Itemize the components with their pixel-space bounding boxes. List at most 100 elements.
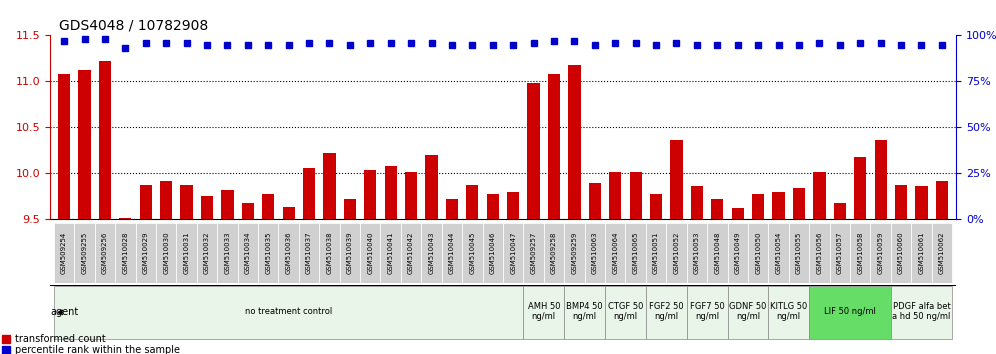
FancyBboxPatch shape	[340, 223, 361, 283]
Bar	[384, 166, 396, 354]
FancyBboxPatch shape	[483, 223, 503, 283]
Text: GSM510028: GSM510028	[123, 232, 128, 274]
Bar	[262, 194, 274, 354]
Bar	[365, 170, 376, 354]
FancyBboxPatch shape	[748, 223, 768, 283]
Bar	[160, 181, 172, 354]
Bar	[283, 207, 295, 354]
Bar	[650, 194, 662, 354]
Text: GSM510065: GSM510065	[632, 232, 638, 274]
FancyBboxPatch shape	[666, 223, 686, 283]
Text: LIF 50 ng/ml: LIF 50 ng/ml	[824, 307, 875, 316]
FancyBboxPatch shape	[890, 286, 952, 339]
Bar	[201, 195, 213, 354]
Text: GSM510050: GSM510050	[755, 232, 761, 274]
Text: GSM510058: GSM510058	[858, 232, 864, 274]
Bar	[814, 172, 826, 354]
Text: GSM510039: GSM510039	[347, 232, 353, 274]
Bar	[711, 199, 723, 354]
Text: GSM509258: GSM509258	[551, 232, 557, 274]
Bar	[793, 188, 805, 354]
FancyBboxPatch shape	[54, 286, 523, 339]
Bar	[569, 65, 581, 354]
Bar	[629, 172, 641, 354]
FancyBboxPatch shape	[871, 223, 890, 283]
Bar	[670, 140, 682, 354]
Bar	[773, 192, 785, 354]
FancyBboxPatch shape	[523, 223, 544, 283]
Text: GDS4048 / 10782908: GDS4048 / 10782908	[59, 19, 208, 33]
Text: GSM510064: GSM510064	[613, 232, 619, 274]
FancyBboxPatch shape	[421, 223, 442, 283]
Text: GSM510045: GSM510045	[469, 232, 475, 274]
FancyBboxPatch shape	[645, 286, 686, 339]
Text: FGF7 50
ng/ml: FGF7 50 ng/ml	[690, 302, 724, 321]
Bar	[344, 199, 356, 354]
FancyBboxPatch shape	[75, 223, 95, 283]
Bar	[99, 61, 111, 354]
Text: GSM510052: GSM510052	[673, 232, 679, 274]
Text: GSM510040: GSM510040	[368, 232, 374, 274]
FancyBboxPatch shape	[686, 286, 727, 339]
Text: GSM510037: GSM510037	[306, 232, 312, 274]
Bar	[548, 74, 560, 354]
Bar	[752, 194, 764, 354]
FancyBboxPatch shape	[217, 223, 238, 283]
FancyBboxPatch shape	[503, 223, 523, 283]
Text: GSM510054: GSM510054	[776, 232, 782, 274]
Text: GSM510030: GSM510030	[163, 232, 169, 274]
Bar	[874, 140, 886, 354]
FancyBboxPatch shape	[768, 223, 789, 283]
Text: GSM510055: GSM510055	[796, 232, 802, 274]
FancyBboxPatch shape	[707, 223, 727, 283]
Text: GSM510057: GSM510057	[837, 232, 843, 274]
Text: GSM510062: GSM510062	[939, 232, 945, 274]
FancyBboxPatch shape	[585, 223, 605, 283]
FancyBboxPatch shape	[564, 223, 585, 283]
Text: AMH 50
ng/ml: AMH 50 ng/ml	[528, 302, 560, 321]
FancyBboxPatch shape	[645, 223, 666, 283]
Bar	[691, 186, 703, 354]
Text: GSM510049: GSM510049	[735, 232, 741, 274]
Bar	[324, 153, 336, 354]
Bar	[58, 74, 70, 354]
Text: GDNF 50
ng/ml: GDNF 50 ng/ml	[729, 302, 767, 321]
Bar	[221, 190, 233, 354]
FancyBboxPatch shape	[890, 223, 911, 283]
FancyBboxPatch shape	[625, 223, 645, 283]
FancyBboxPatch shape	[727, 286, 768, 339]
Bar	[180, 184, 192, 354]
FancyBboxPatch shape	[931, 223, 952, 283]
Text: BMP4 50
ng/ml: BMP4 50 ng/ml	[567, 302, 603, 321]
FancyBboxPatch shape	[401, 223, 421, 283]
Text: GSM510036: GSM510036	[286, 232, 292, 274]
Text: GSM509255: GSM509255	[82, 232, 88, 274]
Bar	[610, 172, 622, 354]
Text: GSM510060: GSM510060	[898, 232, 904, 274]
FancyBboxPatch shape	[850, 223, 871, 283]
FancyBboxPatch shape	[830, 223, 850, 283]
Bar	[895, 184, 907, 354]
Bar	[834, 203, 846, 354]
Text: GSM510063: GSM510063	[592, 232, 598, 274]
FancyBboxPatch shape	[176, 223, 197, 283]
Text: GSM510059: GSM510059	[877, 232, 883, 274]
FancyBboxPatch shape	[544, 223, 564, 283]
Text: GSM510056: GSM510056	[817, 232, 823, 274]
Bar	[120, 218, 131, 354]
FancyBboxPatch shape	[116, 223, 135, 283]
FancyBboxPatch shape	[238, 223, 258, 283]
Text: GSM509259: GSM509259	[572, 232, 578, 274]
Text: GSM510041: GSM510041	[387, 232, 393, 274]
FancyBboxPatch shape	[361, 223, 380, 283]
FancyBboxPatch shape	[156, 223, 176, 283]
Text: no treatment control: no treatment control	[245, 307, 333, 316]
Text: GSM509254: GSM509254	[61, 232, 67, 274]
Text: percentile rank within the sample: percentile rank within the sample	[15, 345, 180, 354]
FancyBboxPatch shape	[686, 223, 707, 283]
Text: GSM510035: GSM510035	[265, 232, 271, 274]
Bar	[732, 209, 744, 354]
FancyBboxPatch shape	[442, 223, 462, 283]
FancyBboxPatch shape	[462, 223, 483, 283]
Bar	[446, 199, 458, 354]
